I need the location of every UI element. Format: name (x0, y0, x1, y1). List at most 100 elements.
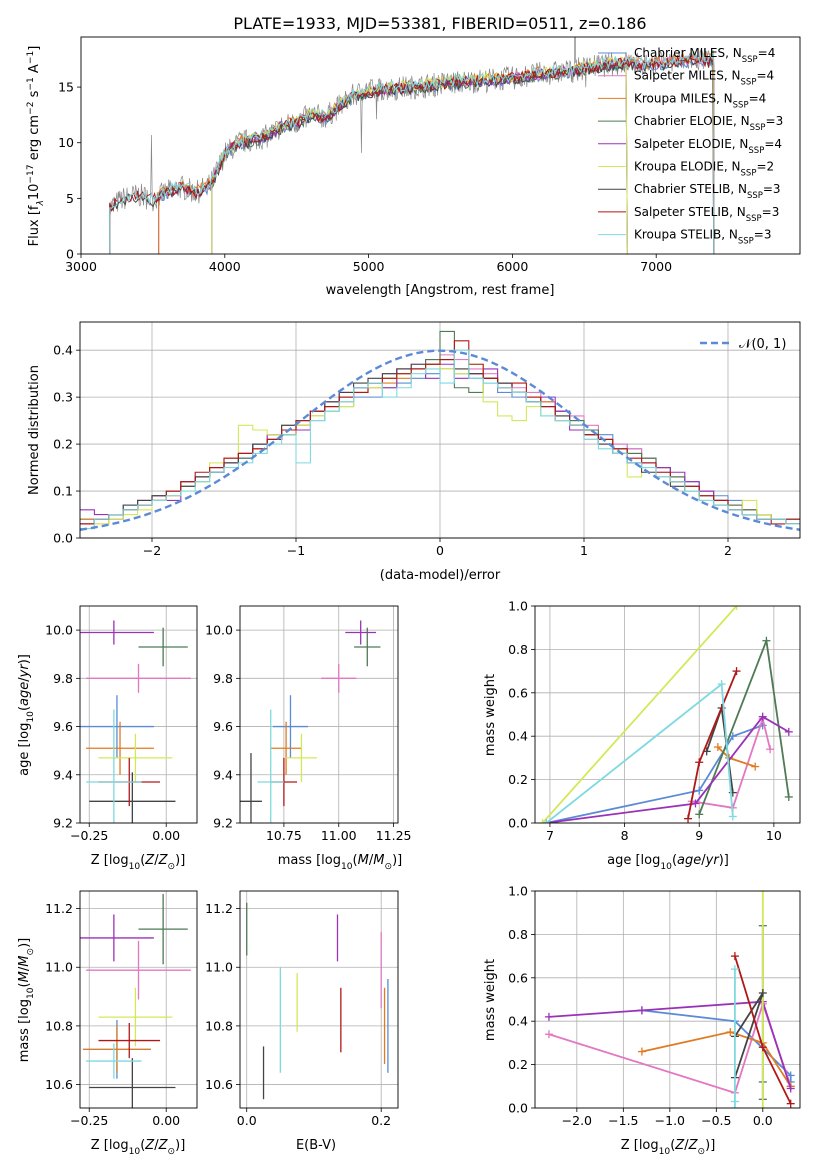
label-part: 10 (659, 1147, 671, 1157)
label-part: Z (688, 1138, 699, 1153)
plot-area (109, 37, 715, 254)
label-part: Z (144, 853, 155, 868)
label-part: erg cm (27, 115, 42, 164)
label-part: ⊙ (168, 1147, 176, 1157)
label-part: yr (17, 663, 32, 679)
label-part: / (684, 1138, 689, 1153)
plot-area (80, 893, 191, 1108)
x-axis-label: Z [log10(Z/Z⊙)] (91, 853, 186, 872)
x-tick-label: 6000 (496, 259, 528, 274)
weight-series (541, 606, 738, 823)
figure-title: PLATE=1933, MJD=53381, FIBERID=0511, z=0… (233, 14, 646, 33)
x-tick-label: 10.75 (266, 828, 302, 843)
y-tick-label: 0.3 (53, 390, 73, 405)
y-axis-label: mass [log10(M/M⊙)] (17, 938, 36, 1062)
legend-name: Salpeter ELODIE, N (634, 137, 748, 151)
label-part: −17 (26, 164, 36, 183)
axes-frame (534, 605, 801, 824)
x-tick-label: −0.25 (70, 1113, 108, 1128)
label-part: 10 (129, 862, 141, 872)
label-part: λ (36, 200, 46, 206)
label-part: ( (140, 1138, 145, 1153)
legend-sub: SSP (733, 100, 749, 110)
axes-frame (79, 890, 198, 1109)
y-tick-label: 0.0 (508, 816, 528, 831)
legend-label: Chabrier MILES, NSSP=4 (634, 46, 775, 65)
y-tick-label: 1.0 (508, 884, 528, 899)
label-part: ( (17, 982, 32, 987)
legend-sub: SSP (746, 214, 762, 224)
x-tick-label: 2 (724, 543, 732, 558)
y-tick-label: 0.6 (508, 970, 528, 985)
x-tick-label: 11.25 (376, 828, 412, 843)
legend-label: Chabrier ELODIE, NSSP=3 (634, 114, 783, 133)
legend-label: Kroupa ELODIE, NSSP=2 (634, 160, 774, 179)
x-tick-label: −2 (143, 543, 161, 558)
x-tick-label: 0 (436, 543, 444, 558)
y-tick-label: 0.0 (53, 531, 73, 546)
panel-age-vs-mass: 10.75 11.00 11.25 9.2 9.4 9.6 9.8 10.0 mass [log… (205, 605, 412, 872)
label-part: 10 (26, 987, 36, 999)
y-tick-label: 0.4 (508, 729, 528, 744)
legend-name: Salpeter STELIB, N (634, 205, 746, 219)
y-tick-label: 15 (58, 80, 74, 95)
axes-frame (80, 36, 801, 255)
plot-area (80, 620, 191, 823)
legend-count: =4 (749, 91, 767, 105)
y-tick-label: 0.8 (508, 642, 528, 657)
legend-count: =3 (754, 228, 772, 242)
legend-sub: SSP (742, 55, 758, 65)
label-part: M (17, 971, 32, 982)
x-tick-label: −1.5 (608, 1113, 638, 1128)
label-part: )] (719, 853, 729, 868)
label-part: s (27, 90, 42, 101)
label-part: mass [log (17, 999, 32, 1062)
x-tick-label: 10 (766, 828, 782, 843)
model-spectrum (109, 55, 715, 254)
panel-age-vs-Z: −0.25 0.009.29.49.69.810.0Z [log10(Z/Z⊙)]… (17, 605, 198, 872)
x-tick-label: 8 (621, 828, 629, 843)
y-tick-label: 11.2 (205, 901, 233, 916)
model-spectrum (109, 53, 715, 254)
y-tick-label: 10.0 (45, 623, 73, 638)
label-part: yr (705, 853, 721, 868)
label-part: −1 (26, 77, 36, 90)
label-part: )] (17, 938, 32, 948)
label-part: Z (144, 1138, 155, 1153)
panel-mass-vs-EBV: 0.0 0.2 10.6 10.8 11.0 11.2 E(B-V) (205, 890, 399, 1153)
x-tick-label: −0.25 (70, 828, 108, 843)
label-part: M (358, 853, 369, 868)
axes-frame (239, 890, 399, 1109)
label-part: / (17, 966, 32, 971)
model-spectrum (211, 59, 628, 254)
label-part: / (369, 853, 374, 868)
label-part: A (27, 64, 42, 77)
x-tick-label: −0.5 (701, 1113, 731, 1128)
legend-name: Chabrier MILES, N (634, 46, 742, 60)
panel-weight-vs-Z: −2.0 −1.5 −1.0 −0.5 0.0 0.0 0.2 0.4 0.6 0.8 1.0 Z [… (483, 884, 801, 1157)
y-tick-label: 0.1 (53, 484, 73, 499)
label-part: Z (158, 853, 169, 868)
y-tick-label: 9.2 (53, 816, 73, 831)
label-part: −2 (26, 102, 36, 115)
weight-series (548, 1000, 792, 1089)
legend-sub: SSP (741, 169, 757, 179)
label-part: ( (670, 1138, 675, 1153)
x-axis-label: Z [log10(Z/Z⊙)] (621, 1138, 716, 1157)
x-tick-label: 0.2 (371, 1113, 391, 1128)
legend-label: 𝒩(0, 1) (739, 337, 786, 352)
label-part: ( (672, 853, 677, 868)
y-tick-label: 9.6 (213, 719, 233, 734)
legend-name: Chabrier STELIB, N (634, 182, 747, 196)
y-tick-label: 0.4 (53, 343, 73, 358)
y-tick-label: 10.6 (45, 1077, 73, 1092)
x-tick-label: 0.0 (753, 1113, 773, 1128)
legend-count: =3 (766, 114, 784, 128)
y-tick-label: 0 (66, 247, 74, 262)
y-tick-label: 0.2 (508, 772, 528, 787)
x-tick-label: 5000 (353, 259, 385, 274)
label-part: 10 (129, 1147, 141, 1157)
